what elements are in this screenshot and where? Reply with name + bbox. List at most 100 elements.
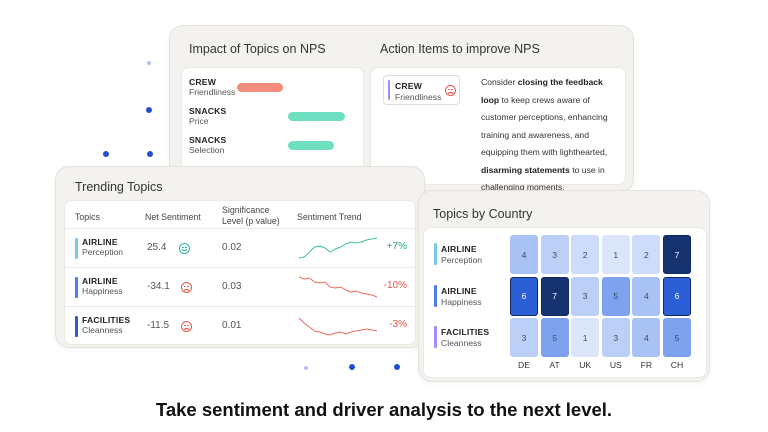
heatmap-cell[interactable]: 1 xyxy=(601,235,630,274)
table-row[interactable]: AIRLINE Happiness -34.1 0.03 -10% xyxy=(65,267,417,306)
chip-topic-main: CREW xyxy=(395,81,423,91)
heatmap-cell[interactable]: 6 xyxy=(663,276,691,316)
row-topic-main: FACILITIES xyxy=(82,315,131,325)
chip-topic-sub: Friendliness xyxy=(395,92,442,102)
col-header-topics: Topics xyxy=(75,212,100,222)
heatmap-cell[interactable]: 4 xyxy=(632,318,661,358)
row-topic-sub: Cleanness xyxy=(82,325,123,335)
heatmap-cell[interactable]: 4 xyxy=(632,276,661,316)
impact-topic-sub: Price xyxy=(189,116,209,126)
decor-dot xyxy=(147,151,153,157)
heatmap-topic-main: AIRLINE xyxy=(441,244,477,254)
sad-face-icon xyxy=(181,321,192,332)
impact-title: Impact of Topics on NPS xyxy=(189,42,326,56)
significance-value: 0.01 xyxy=(222,320,242,331)
row-topic: AIRLINE Perception xyxy=(82,237,123,257)
heatmap-cell[interactable]: 2 xyxy=(571,235,600,274)
action-highlight: closing the feedback loop xyxy=(481,77,603,105)
sparkline-path xyxy=(298,317,378,336)
action-panel: CREW Friendliness Consider closing the f… xyxy=(370,67,626,192)
nps-insights-card: Impact of Topics on NPS Action Items to … xyxy=(169,25,634,193)
trend-delta: -10% xyxy=(383,280,407,291)
heatmap-cell[interactable]: 3 xyxy=(510,318,538,358)
impact-row-label: CREW Friendliness xyxy=(189,77,235,97)
sentiment-sparkline xyxy=(298,276,378,298)
impact-row-label: SNACKS Selection xyxy=(189,135,227,155)
heatmap-cell[interactable]: 6 xyxy=(510,276,538,316)
sad-face-icon xyxy=(445,85,456,96)
heatmap-cell[interactable]: 3 xyxy=(601,318,630,358)
topic-color-stripe xyxy=(434,243,437,265)
trend-delta: +7% xyxy=(386,241,407,252)
topics-by-country-card: Topics by Country AIRLINE Perception AIRLI… xyxy=(418,190,710,382)
row-topic-main: AIRLINE xyxy=(82,237,118,247)
action-highlight: disarming statements xyxy=(481,164,570,175)
heatmap-cell[interactable]: 1 xyxy=(571,318,600,358)
net-sentiment-value: -34.1 xyxy=(147,281,170,292)
heatmap-column-label: US xyxy=(609,360,622,370)
heatmap-cell[interactable]: 3 xyxy=(571,276,600,316)
significance-value: 0.02 xyxy=(222,242,242,253)
heatmap-cell[interactable]: 3 xyxy=(540,235,569,274)
action-text-part: Consider xyxy=(481,77,518,87)
impact-topic-sub: Friendliness xyxy=(189,87,236,97)
action-text-part: to use in challenging moments. xyxy=(481,164,605,193)
action-title: Action Items to improve NPS xyxy=(380,42,540,56)
impact-topic-main: SNACKS xyxy=(189,106,227,116)
net-sentiment-value: -11.5 xyxy=(147,320,170,331)
heatmap-topic-sub: Cleanness xyxy=(441,338,482,349)
tagline: Take sentiment and driver analysis to th… xyxy=(155,399,613,420)
topic-color-stripe xyxy=(75,277,78,298)
col-header-trend: Sentiment Trend xyxy=(297,212,362,222)
happy-face-icon xyxy=(179,243,190,254)
heatmap-column-label: FR xyxy=(640,360,653,370)
topic-color-stripe xyxy=(434,326,437,349)
decor-dot xyxy=(349,364,355,370)
impact-row: SNACKS Price xyxy=(182,106,372,132)
impact-chart-panel: CREW Friendliness SNACKS Price SNACKS Selecti… xyxy=(181,67,364,185)
row-topic-sub: Happiness xyxy=(82,286,123,296)
trending-table: Topics Net Sentiment Significance Level … xyxy=(64,200,417,345)
impact-row: CREW Friendliness xyxy=(182,77,372,103)
decor-dot xyxy=(147,61,151,65)
heatmap-cell[interactable]: 7 xyxy=(540,276,569,316)
topic-color-stripe xyxy=(434,284,437,307)
impact-topic-sub: Selection xyxy=(189,145,225,155)
impact-row-label: SNACKS Price xyxy=(189,106,227,126)
table-row[interactable]: AIRLINE Perception 25.4 0.02 +7% xyxy=(65,228,417,267)
impact-bar xyxy=(287,141,335,150)
action-text-part: to keep crews aware of customer percepti… xyxy=(481,94,608,158)
trend-delta: -3% xyxy=(389,319,407,330)
heatmap-cell[interactable]: 4 xyxy=(510,235,538,274)
decor-dot xyxy=(103,151,109,157)
topic-color-stripe xyxy=(75,238,78,259)
heatmap-cell[interactable]: 5 xyxy=(540,318,569,358)
heatmap-topic-main: AIRLINE xyxy=(441,285,477,296)
row-topic-main: AIRLINE xyxy=(82,276,118,286)
sad-face-icon xyxy=(181,282,192,293)
heatmap-cell[interactable]: 5 xyxy=(663,318,691,358)
impact-bar xyxy=(287,112,345,121)
heatmap-cell[interactable]: 5 xyxy=(601,276,630,316)
country-title: Topics by Country xyxy=(433,207,533,221)
topic-color-stripe xyxy=(388,80,390,100)
col-header-significance: Significance Level (p value) xyxy=(222,205,280,226)
topic-color-stripe xyxy=(75,316,78,337)
heatmap-column-label: UK xyxy=(579,360,592,370)
decor-dot xyxy=(146,107,152,113)
significance-value: 0.03 xyxy=(222,281,242,292)
action-topic-chip[interactable]: CREW Friendliness xyxy=(383,75,460,105)
impact-row: SNACKS Selection xyxy=(182,135,372,161)
sparkline-path xyxy=(298,276,378,298)
sentiment-sparkline xyxy=(298,317,378,336)
sentiment-sparkline xyxy=(298,237,378,259)
heatmap-cell[interactable]: 2 xyxy=(632,235,661,274)
col-header-net-sentiment: Net Sentiment xyxy=(145,212,201,222)
heatmap-topic-sub: Happiness xyxy=(441,296,482,307)
row-topic-sub: Perception xyxy=(82,247,124,257)
heatmap-column-label: CH xyxy=(670,360,684,370)
heatmap-cell[interactable]: 7 xyxy=(663,235,691,274)
table-row[interactable]: FACILITIES Cleanness -11.5 0.01 -3% xyxy=(65,306,417,345)
action-recommendation: Consider closing the feedback loop to ke… xyxy=(481,74,621,197)
decor-dot xyxy=(394,364,400,370)
